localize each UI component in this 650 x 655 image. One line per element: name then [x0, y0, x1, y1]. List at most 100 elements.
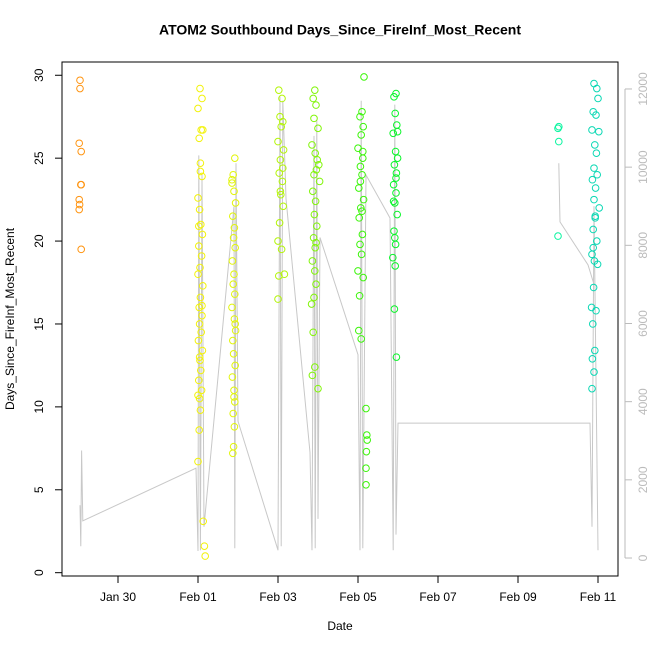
data-point: [228, 373, 237, 381]
y-tick-label: 25: [32, 151, 46, 165]
data-point: [194, 104, 202, 113]
data-point: [229, 170, 237, 179]
data-point: [200, 542, 209, 550]
data-point: [77, 180, 85, 189]
data-point: [310, 293, 318, 302]
data-point: [275, 169, 284, 177]
data-point: [228, 303, 236, 312]
data-point: [356, 112, 364, 121]
data-point: [230, 393, 238, 401]
data-point: [311, 149, 320, 157]
data-point: [279, 117, 287, 126]
data-point: [592, 111, 600, 119]
data-point: [197, 220, 205, 229]
data-point: [229, 212, 237, 220]
data-point: [312, 165, 321, 174]
data-point: [312, 238, 320, 247]
data-point: [308, 371, 317, 380]
data-point: [308, 141, 316, 149]
data-point: [589, 283, 598, 292]
data-point: [593, 170, 602, 179]
data-point: [314, 384, 322, 393]
data-point: [392, 353, 401, 361]
data-point: [198, 230, 207, 239]
data-point: [588, 354, 597, 363]
data-point: [196, 356, 204, 365]
data-point: [309, 233, 318, 242]
data-point: [588, 384, 596, 393]
data-point: [277, 122, 286, 131]
data-point: [308, 257, 317, 265]
data-point: [311, 363, 319, 371]
x-tick-label: Feb 03: [259, 590, 297, 604]
data-point: [590, 368, 598, 376]
data-point: [274, 295, 282, 303]
data-point: [275, 272, 283, 280]
data-point: [195, 353, 204, 361]
data-point: [229, 280, 237, 288]
data-point: [354, 267, 362, 275]
data-point: [362, 481, 370, 489]
data-point: [230, 315, 239, 323]
x-tick-label: Feb 11: [580, 590, 617, 604]
y-tick-label: 20: [32, 234, 46, 248]
data-point: [278, 94, 286, 103]
data-point: [359, 273, 368, 282]
data-point: [309, 187, 317, 196]
data-point: [196, 84, 204, 93]
data-point: [358, 107, 366, 116]
x-tick-label: Feb 05: [339, 590, 377, 604]
data-point: [313, 156, 322, 164]
y-tick-label: 15: [32, 317, 46, 331]
data-point: [279, 146, 288, 154]
data-point: [197, 252, 206, 260]
data-point: [390, 305, 399, 313]
data-point: [592, 306, 600, 315]
data-point: [593, 260, 602, 269]
data-point: [76, 76, 84, 85]
x-tick-label: Jan 30: [100, 590, 136, 604]
data-point: [589, 225, 598, 234]
data-point: [357, 250, 366, 259]
data-point: [389, 197, 398, 206]
data-point: [229, 409, 237, 418]
data-point: [591, 184, 600, 192]
y2-tick-label: 10000: [636, 150, 650, 184]
data-point: [311, 197, 320, 206]
data-point: [590, 164, 598, 172]
data-point: [313, 222, 321, 230]
data-point: [356, 162, 365, 171]
data-point: [194, 270, 202, 279]
data-point: [310, 210, 319, 219]
data-point: [309, 328, 318, 337]
data-point: [391, 233, 399, 242]
data-point: [593, 237, 601, 245]
data-point: [311, 86, 319, 94]
data-point: [228, 179, 236, 187]
data-point: [278, 177, 287, 186]
data-point: [194, 194, 202, 202]
data-point: [594, 94, 602, 103]
data-point: [358, 207, 366, 216]
data-point: [230, 224, 239, 232]
data-point: [279, 164, 287, 172]
data-point: [199, 126, 207, 134]
data-point: [360, 73, 368, 81]
data-point: [231, 290, 239, 298]
data-point: [591, 212, 600, 220]
data-point: [199, 517, 207, 526]
data-point: [554, 232, 562, 240]
data-point: [229, 449, 237, 458]
x-tick-label: Feb 07: [419, 590, 457, 604]
data-point: [355, 214, 364, 222]
data-point: [391, 147, 400, 156]
data-point: [588, 175, 597, 184]
x-tick-label: Feb 09: [499, 590, 537, 604]
data-point: [307, 300, 316, 308]
data-point: [393, 154, 402, 162]
data-point: [315, 177, 324, 186]
data-point: [593, 84, 601, 93]
data-point: [76, 84, 84, 93]
data-point: [195, 242, 203, 250]
data-point: [231, 320, 239, 328]
